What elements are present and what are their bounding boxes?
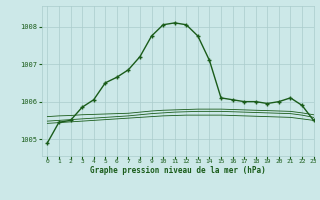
X-axis label: Graphe pression niveau de la mer (hPa): Graphe pression niveau de la mer (hPa) bbox=[90, 166, 266, 175]
